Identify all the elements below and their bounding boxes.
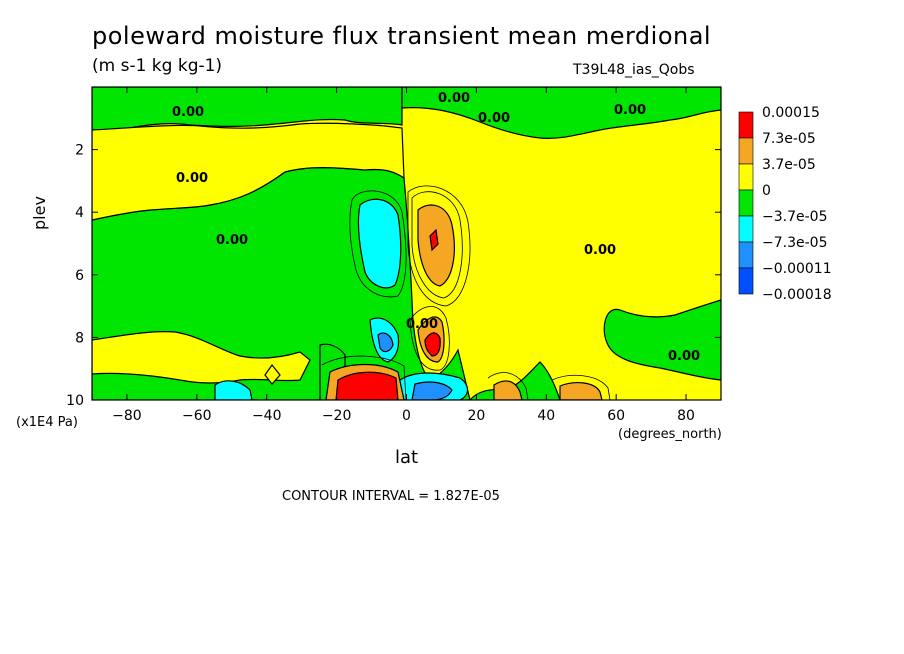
- legend-label: 7.3e-05: [762, 131, 816, 147]
- x-tick-label: 40: [537, 408, 555, 424]
- y-axis-unit: (x1E4 Pa): [16, 415, 78, 430]
- contour-label: 0.00: [438, 91, 470, 106]
- legend-label: −3.7e-05: [762, 209, 827, 225]
- cyan-region-upper: [357, 198, 402, 289]
- plot-area: 0.00 0.00 0.00 0.00 0.00 0.00 0.00 0.00 …: [92, 87, 721, 400]
- legend-label: 0.00015: [762, 105, 820, 121]
- red-region-x-12-bottom: [335, 371, 399, 400]
- legend-swatch: [738, 189, 754, 217]
- x-axis-unit: (degrees_north): [618, 427, 722, 442]
- y-tick-label: 8: [75, 330, 84, 346]
- contour-label: 0.00: [668, 349, 700, 364]
- blue-region-lower-left: [377, 332, 394, 353]
- contour-line: [321, 355, 407, 400]
- orange-region-x30-bottom: [493, 380, 523, 400]
- x-tick-label: 80: [677, 408, 695, 424]
- legend-label: −0.00018: [762, 287, 832, 303]
- x-tick-label: 0: [402, 408, 411, 424]
- contour-line: [551, 375, 611, 400]
- red-point-x8-mid: [429, 228, 439, 252]
- green-region-top-right: [401, 87, 721, 139]
- axes: −80 −60 −40 −20 0 20 40 60 80 2 4 6 8 10: [66, 87, 721, 424]
- dataset-label: T39L48_ias_Qobs: [573, 62, 695, 78]
- contour-line: [411, 191, 463, 299]
- legend-label: −0.00011: [762, 261, 832, 277]
- contour-line: [409, 306, 450, 371]
- contour-label: 0.00: [216, 233, 248, 248]
- x-tick-label: 60: [607, 408, 625, 424]
- chart-units: (m s-1 kg kg-1): [92, 56, 223, 76]
- contour-label: 0.00: [584, 243, 616, 258]
- y-tick-label: 2: [75, 143, 84, 159]
- legend-swatch: [738, 137, 754, 165]
- cyan-region-x-50: [214, 380, 253, 400]
- x-tick-label: −20: [322, 408, 352, 424]
- legend-swatch: [738, 163, 754, 191]
- positive-islands: [92, 122, 405, 385]
- legend-label: 3.7e-05: [762, 157, 816, 173]
- contour-label: 0.00: [172, 105, 204, 120]
- contour-line: [407, 185, 471, 307]
- legend: 0.00015 7.3e-05 3.7e-05 0 −3.7e-05 −7.3e-05 −0…: [738, 105, 832, 303]
- y-tick-label: 10: [66, 393, 84, 409]
- y-tick-label: 6: [75, 268, 84, 284]
- contour-interval: CONTOUR INTERVAL = 1.827E-05: [282, 489, 500, 504]
- chart-title: poleward moisture flux transient mean me…: [92, 22, 712, 50]
- x-axis-label: lat: [395, 447, 419, 468]
- yellow-island-1: [92, 122, 405, 221]
- negative-anomalies: [214, 198, 469, 400]
- x-tick-label: −60: [182, 408, 212, 424]
- contour-lines: [321, 185, 611, 400]
- contour-label: 0.00: [406, 317, 438, 332]
- x-tick-label: −40: [252, 408, 282, 424]
- green-region-east-right: [603, 299, 721, 381]
- yellow-island-2: [92, 331, 311, 384]
- contour-line: [487, 372, 529, 400]
- red-region-x8-lower: [424, 332, 441, 357]
- green-region-east-bottom: [469, 361, 561, 400]
- yellow-island-3: [264, 363, 281, 385]
- contour-label: 0.00: [614, 103, 646, 118]
- legend-label: −7.3e-05: [762, 235, 827, 251]
- contour-labels: 0.00 0.00 0.00 0.00 0.00 0.00 0.00 0.00 …: [172, 91, 700, 364]
- legend-swatch: [738, 215, 754, 243]
- legend-swatch: [738, 241, 754, 269]
- contour-label: 0.00: [478, 111, 510, 126]
- x-tick-label: −80: [112, 408, 142, 424]
- orange-region-x50-bottom: [559, 382, 603, 400]
- legend-swatch: [738, 111, 754, 139]
- legend-label: 0: [762, 183, 771, 199]
- positive-anomalies: [325, 204, 603, 400]
- contour-label: 0.00: [176, 171, 208, 186]
- y-tick-label: 4: [75, 205, 84, 221]
- legend-swatch: [738, 267, 754, 295]
- contour-line: [349, 190, 407, 298]
- x-tick-label: 20: [467, 408, 485, 424]
